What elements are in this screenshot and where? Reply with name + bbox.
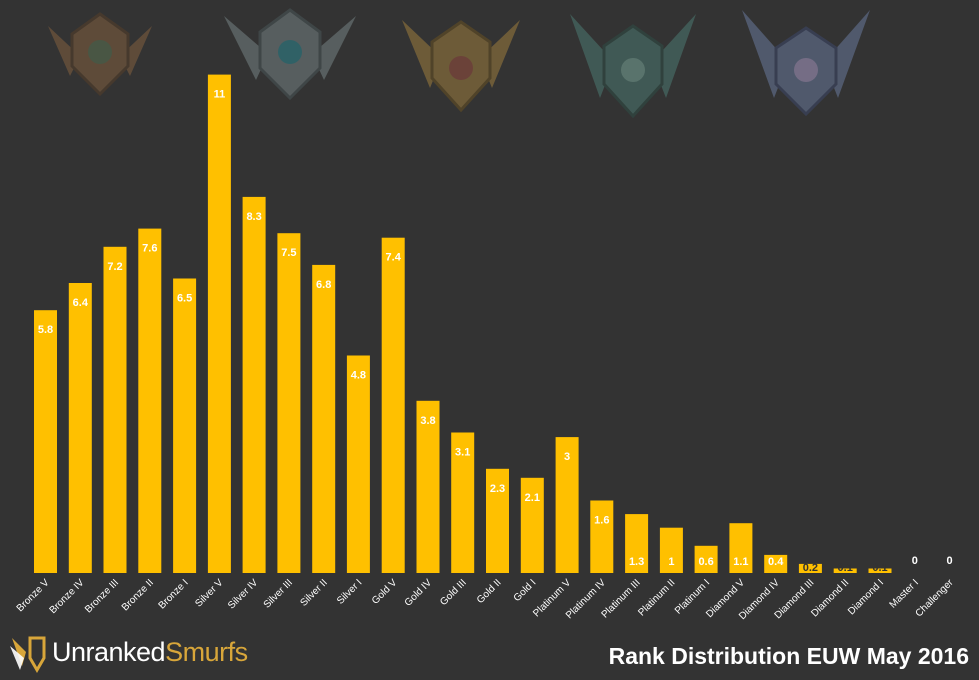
bar-diamond-iii [798,563,822,573]
silver-badge-icon [224,8,356,101]
bar-platinum-iii [625,514,649,573]
bar-diamond-ii [833,568,857,573]
bar-bronze-ii [138,228,162,573]
bar-platinum-i [694,545,718,573]
bar-value-label: 1 [668,556,674,568]
badge-shape [570,14,696,119]
x-tick-label: Bronze I [157,577,191,611]
bar-value-label: 7.2 [107,261,122,273]
x-tick-label: Master I [888,577,921,610]
x-tick-label: Challenger [914,577,956,619]
platinum-badge-icon [570,14,696,119]
bar-value-label: 0.4 [768,556,784,568]
bar-value-label: 0 [912,555,918,567]
bar-value-label: 8.3 [246,211,261,223]
bar-platinum-ii [659,527,683,573]
bar-value-label: 0.6 [698,556,713,568]
bar-value-label: 6.4 [73,297,89,309]
bar-value-label: 7.5 [281,247,296,259]
bars-group [34,74,892,574]
bar-value-label: 11 [214,89,226,101]
x-tick-label: Bronze III [83,577,121,615]
bar-silver-ii [312,264,336,573]
x-tick-label: Gold V [370,577,400,607]
bar-value-label: 0.1 [838,562,853,574]
bar-value-label: 7.6 [142,243,157,255]
bar-silver-v [207,74,231,573]
x-tick-label: Gold III [438,577,469,608]
bar-value-label: 2.3 [490,483,505,495]
value-labels-group: 5.8 6.4 7.2 7.6 6.5 11 8.3 7.5 6.8 4.8 7.4 3.8 3.1 2.… [38,89,953,574]
x-tick-label: Diamond II [809,577,851,619]
bar-diamond-i [868,568,892,573]
x-tick-label: Diamond I [846,577,886,617]
gold-badge-icon [402,20,520,113]
wings-shield-icon [10,636,46,673]
logo-word-unranked: Unranked [52,636,166,667]
badge-shape [742,10,870,117]
x-tick-label: Silver III [262,577,295,610]
badge-shape [48,12,152,97]
bar-value-label: 7.4 [386,252,402,264]
x-tick-label: Silver II [298,577,329,608]
bar-platinum-iv [590,500,614,573]
x-tick-label: Silver IV [226,577,260,611]
bar-value-label: 1.3 [629,556,644,568]
bar-value-label: 0 [946,555,952,567]
bar-gold-iii [451,432,475,573]
bar-silver-iii [277,233,301,573]
x-tick-label: Silver I [335,577,364,606]
bar-gold-ii [486,468,509,573]
bar-silver-iv [242,196,266,573]
bar-value-label: 0.1 [872,562,887,574]
badge-shape [402,20,520,113]
x-tick-label: Platinum II [636,577,677,618]
bar-value-label: 1.1 [733,556,748,568]
bar-value-label: 1.6 [594,515,609,527]
bronze-badge-icon [48,12,152,97]
x-tick-label: Silver V [193,577,225,609]
bar-diamond-v [729,523,753,573]
bar-diamond-iv [764,554,788,573]
chart-title: Rank Distribution EUW May 2016 [608,643,969,669]
bar-value-label: 0.2 [803,562,818,574]
bar-platinum-v [555,437,579,573]
bar-bronze-v [34,310,57,573]
bar-value-label: 4.8 [351,370,366,382]
x-tick-label: Bronze IV [48,577,87,616]
bar-value-label: 5.8 [38,324,53,336]
x-tick-label: Bronze V [15,577,52,614]
bar-value-label: 6.5 [177,293,192,305]
bar-silver-i [346,355,370,573]
logo-word-smurfs: Smurfs [165,636,248,667]
bar-value-label: 2.1 [525,492,540,504]
unrankedsmurfs-logo: UnrankedSmurfs [8,628,248,676]
logo-text: UnrankedSmurfs [52,637,248,668]
x-tick-label: Gold IV [403,577,435,609]
bar-gold-iv [416,400,440,573]
x-tick-label: Gold I [512,577,539,604]
bar-bronze-iii [103,246,127,574]
x-tick-label: Bronze II [120,577,156,613]
bar-bronze-i [173,278,197,573]
bar-value-label: 6.8 [316,279,331,291]
bar-value-label: 3 [564,451,570,463]
bar-gold-i [520,477,544,573]
diamond-badge-icon [742,10,870,117]
bar-gold-v [381,237,405,573]
bar-bronze-iv [68,283,92,573]
bar-value-label: 3.1 [455,447,470,459]
badge-shape [224,8,356,101]
bar-value-label: 3.8 [420,415,435,427]
x-tick-label: Gold II [475,577,504,606]
